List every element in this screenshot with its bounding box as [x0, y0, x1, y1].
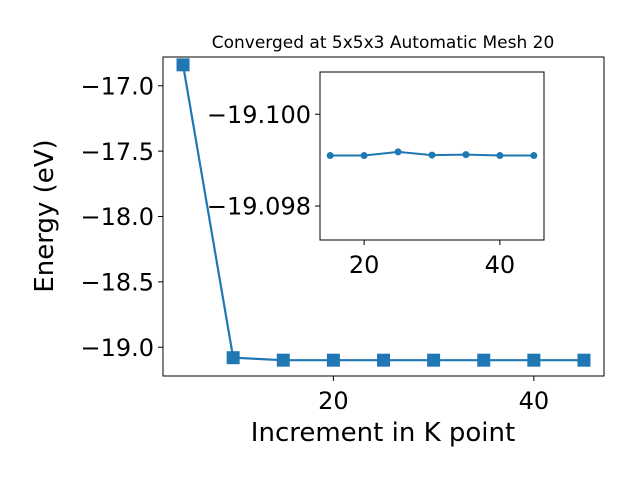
data-point	[577, 353, 591, 367]
data-point	[462, 151, 470, 159]
x-ticks: 20 40	[318, 376, 549, 415]
data-point	[527, 353, 541, 367]
x-tick-label: 40	[519, 387, 550, 415]
data-point	[377, 353, 390, 367]
data-point	[276, 353, 290, 367]
y-tick-label: −18.5	[80, 269, 154, 297]
inset-x-ticks: 20 40	[349, 240, 515, 279]
data-point	[176, 58, 190, 72]
y-tick-label: −19.100	[207, 101, 311, 129]
data-point	[326, 353, 340, 367]
y-tick-label: −19.0	[80, 334, 154, 362]
chart-title: Converged at 5x5x3 Automatic Mesh 20	[212, 33, 555, 53]
y-tick-label: −19.098	[207, 193, 311, 221]
main-series	[176, 58, 591, 367]
x-tick-label: 20	[349, 251, 380, 279]
data-point	[226, 351, 240, 365]
data-point	[427, 353, 441, 367]
y-axis-label: Energy (eV)	[30, 139, 60, 292]
y-ticks: −17.0 −17.5 −18.0 −18.5 −19.0	[80, 72, 163, 362]
inset-y-ticks: −19.100 −19.098	[207, 101, 320, 221]
x-axis-label: Increment in K point	[251, 418, 515, 448]
y-tick-label: −17.0	[80, 72, 154, 100]
x-tick-label: 40	[485, 251, 516, 279]
inset-axes: 20 40 −19.100−19.098	[207, 71, 545, 279]
y-tick-label: −18.0	[80, 203, 154, 231]
x-tick-label: 20	[318, 387, 349, 415]
y-tick-label: −17.5	[80, 138, 154, 166]
data-point	[326, 152, 334, 160]
data-point	[496, 152, 504, 160]
data-point	[360, 152, 368, 160]
data-point	[477, 353, 491, 367]
data-point	[428, 151, 436, 159]
main-axes: Converged at 5x5x3 Automatic Mesh 20 Inc…	[30, 33, 605, 448]
data-point	[530, 152, 538, 160]
data-point	[394, 148, 402, 156]
inset-series	[326, 148, 538, 160]
inset-plot-frame	[319, 71, 545, 241]
